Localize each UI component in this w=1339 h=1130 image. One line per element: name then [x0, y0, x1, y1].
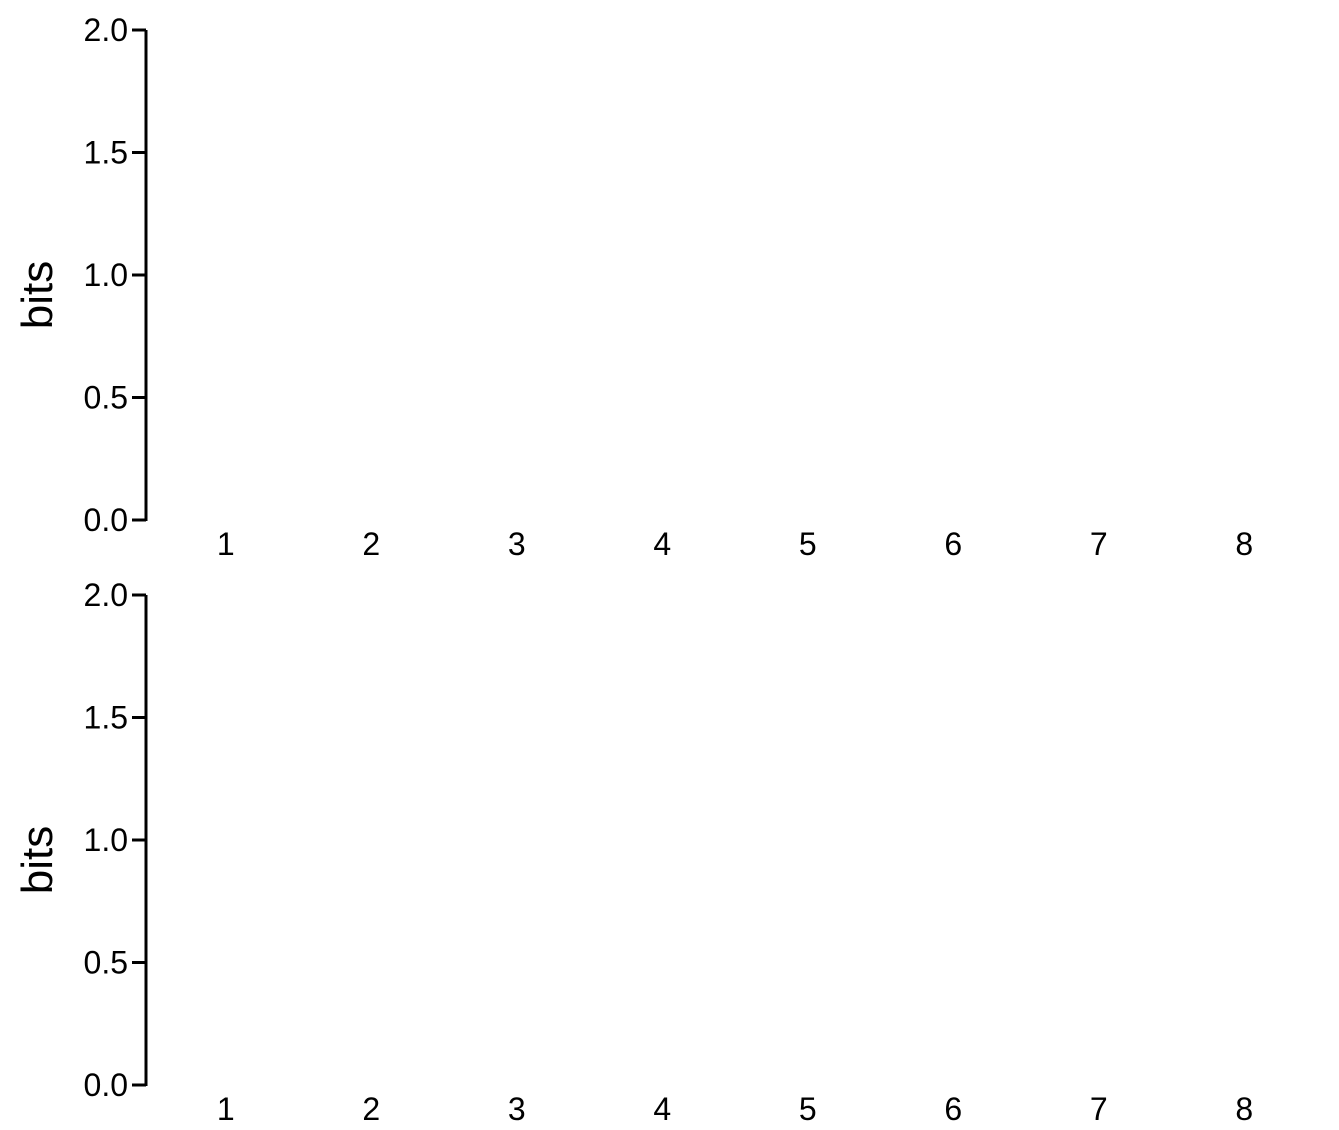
- y-tick-label: 1.5: [84, 700, 128, 736]
- x-tick-label: 6: [944, 1091, 962, 1127]
- x-tick-label: 2: [362, 526, 380, 562]
- y-tick-label: 0.0: [84, 502, 128, 538]
- x-tick-label: 3: [508, 526, 526, 562]
- x-tick-label: 3: [508, 1091, 526, 1127]
- y-tick-label: 1.5: [84, 135, 128, 171]
- x-tick-label: 4: [653, 1091, 671, 1127]
- x-tick-label: 1: [217, 1091, 235, 1127]
- logo-panel-top: UAGCAGUUAGCUGAUGCUAAUGCUACUGAU0.00.51.01…: [13, 12, 1253, 562]
- x-tick-label: 7: [1090, 1091, 1108, 1127]
- x-tick-label: 8: [1235, 526, 1253, 562]
- logo-panel-bottom: UASTUATSUATSUTASUTASUTSAUTASUTAS0.00.51.…: [13, 577, 1253, 1127]
- x-tick-label: 1: [217, 526, 235, 562]
- x-tick-label: 6: [944, 526, 962, 562]
- x-tick-label: 5: [799, 526, 817, 562]
- y-tick-label: 1.0: [84, 257, 128, 293]
- x-tick-label: 7: [1090, 526, 1108, 562]
- y-tick-label: 1.0: [84, 822, 128, 858]
- y-axis-title: bits: [13, 261, 62, 329]
- y-tick-label: 2.0: [84, 12, 128, 48]
- x-tick-label: 2: [362, 1091, 380, 1127]
- x-tick-label: 4: [653, 526, 671, 562]
- y-tick-label: 0.0: [84, 1067, 128, 1103]
- x-tick-label: 8: [1235, 1091, 1253, 1127]
- y-tick-label: 0.5: [84, 380, 128, 416]
- y-tick-label: 0.5: [84, 945, 128, 981]
- y-axis-title: bits: [13, 826, 62, 894]
- x-tick-label: 5: [799, 1091, 817, 1127]
- y-tick-label: 2.0: [84, 577, 128, 613]
